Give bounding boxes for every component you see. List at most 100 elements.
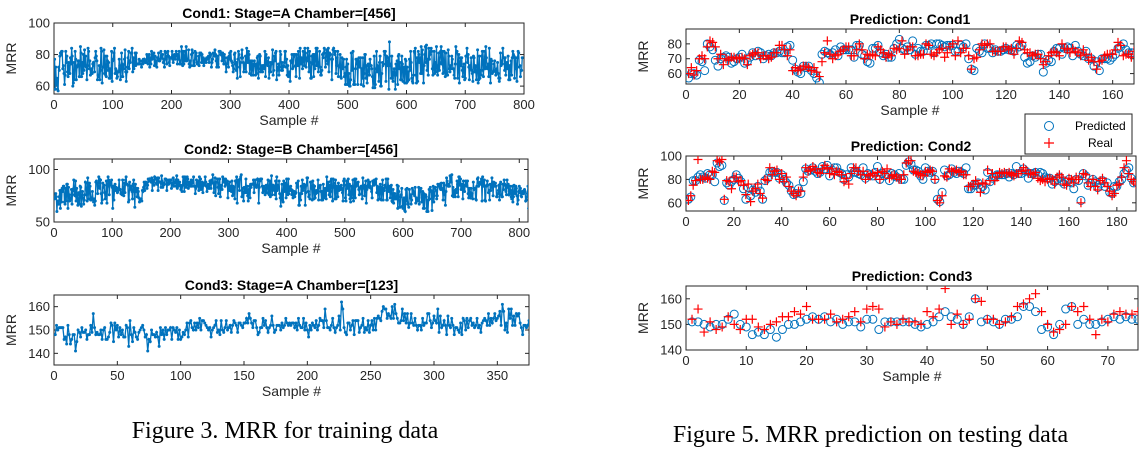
- data-point: [183, 56, 186, 59]
- data-point: [243, 63, 246, 66]
- data-point: [424, 61, 427, 64]
- data-point: [98, 187, 101, 190]
- data-point: [282, 201, 285, 204]
- data-point: [125, 175, 128, 178]
- data-point: [230, 180, 233, 183]
- data-point: [391, 80, 394, 83]
- x-tick-label: 120: [962, 214, 984, 229]
- data-point: [558, 317, 561, 320]
- data-point: [506, 179, 509, 182]
- data-point: [393, 67, 396, 70]
- data-point: [354, 177, 357, 180]
- data-point: [326, 189, 329, 192]
- data-point: [59, 207, 62, 210]
- x-tick-label: 60: [1040, 353, 1054, 368]
- x-tick-label: 120: [995, 87, 1017, 102]
- data-point: [478, 324, 481, 327]
- data-point: [102, 48, 105, 51]
- real-point: [850, 307, 859, 316]
- real-point: [947, 320, 956, 329]
- data-point: [231, 64, 234, 67]
- data-point: [465, 185, 468, 188]
- data-point: [547, 322, 550, 325]
- data-point: [510, 308, 513, 311]
- data-point: [228, 55, 231, 58]
- data-point: [327, 70, 330, 73]
- data-point: [468, 64, 471, 67]
- data-point: [530, 186, 533, 189]
- data-point: [499, 51, 502, 54]
- data-point: [175, 50, 178, 53]
- x-axis-label: Sample #: [882, 368, 941, 384]
- data-point: [285, 196, 288, 199]
- data-point: [349, 201, 352, 204]
- data-point: [54, 66, 57, 69]
- data-point: [541, 333, 544, 336]
- data-point: [184, 329, 187, 332]
- x-tick-label: 500: [334, 225, 356, 240]
- data-point: [202, 64, 205, 67]
- data-point: [467, 53, 470, 56]
- data-point: [511, 201, 514, 204]
- data-point: [116, 75, 119, 78]
- data-point: [101, 198, 104, 201]
- data-point: [501, 195, 504, 198]
- data-point: [126, 326, 129, 329]
- data-point: [481, 200, 484, 203]
- data-point: [163, 183, 166, 186]
- data-point: [296, 64, 299, 67]
- data-point: [146, 187, 149, 190]
- data-point: [330, 78, 333, 81]
- data-point: [111, 207, 114, 210]
- data-point: [501, 303, 504, 306]
- data-point: [119, 188, 122, 191]
- x-tick-label: 0: [50, 368, 57, 383]
- data-point: [161, 329, 164, 332]
- data-point: [331, 58, 334, 61]
- data-point: [471, 192, 474, 195]
- data-point: [484, 200, 487, 203]
- data-point: [375, 177, 378, 180]
- data-point: [403, 69, 406, 72]
- real-point: [1043, 320, 1052, 329]
- x-tick-label: 250: [360, 368, 382, 383]
- data-point: [213, 48, 216, 51]
- data-point: [284, 50, 287, 53]
- data-point: [89, 185, 92, 188]
- data-point: [410, 312, 413, 315]
- data-point: [175, 174, 178, 177]
- x-tick-label: 800: [508, 225, 530, 240]
- data-point: [352, 200, 355, 203]
- data-point: [321, 190, 324, 193]
- data-point: [111, 80, 114, 83]
- data-point: [488, 47, 491, 50]
- y-tick-label: 80: [668, 172, 682, 187]
- data-point: [519, 75, 522, 78]
- data-point: [384, 80, 387, 83]
- data-point: [389, 63, 392, 66]
- data-point: [156, 336, 159, 339]
- data-point: [70, 47, 73, 50]
- data-point: [75, 78, 78, 81]
- data-point: [124, 48, 127, 51]
- data-point: [104, 197, 107, 200]
- data-point: [367, 319, 370, 322]
- data-point: [463, 319, 466, 322]
- data-point: [128, 198, 131, 201]
- data-point: [274, 329, 277, 332]
- data-point: [324, 308, 327, 311]
- data-point: [236, 77, 239, 80]
- x-tick-label: 80: [892, 87, 906, 102]
- data-point: [168, 61, 171, 64]
- x-tick-label: 20: [732, 87, 746, 102]
- data-point: [311, 63, 314, 66]
- data-point: [477, 81, 480, 84]
- data-point: [104, 193, 107, 196]
- data-point: [435, 189, 438, 192]
- data-point: [423, 64, 426, 67]
- data-point: [265, 53, 268, 56]
- data-point: [374, 83, 377, 86]
- data-point: [484, 45, 487, 48]
- data-point: [353, 80, 356, 83]
- data-point: [457, 53, 460, 56]
